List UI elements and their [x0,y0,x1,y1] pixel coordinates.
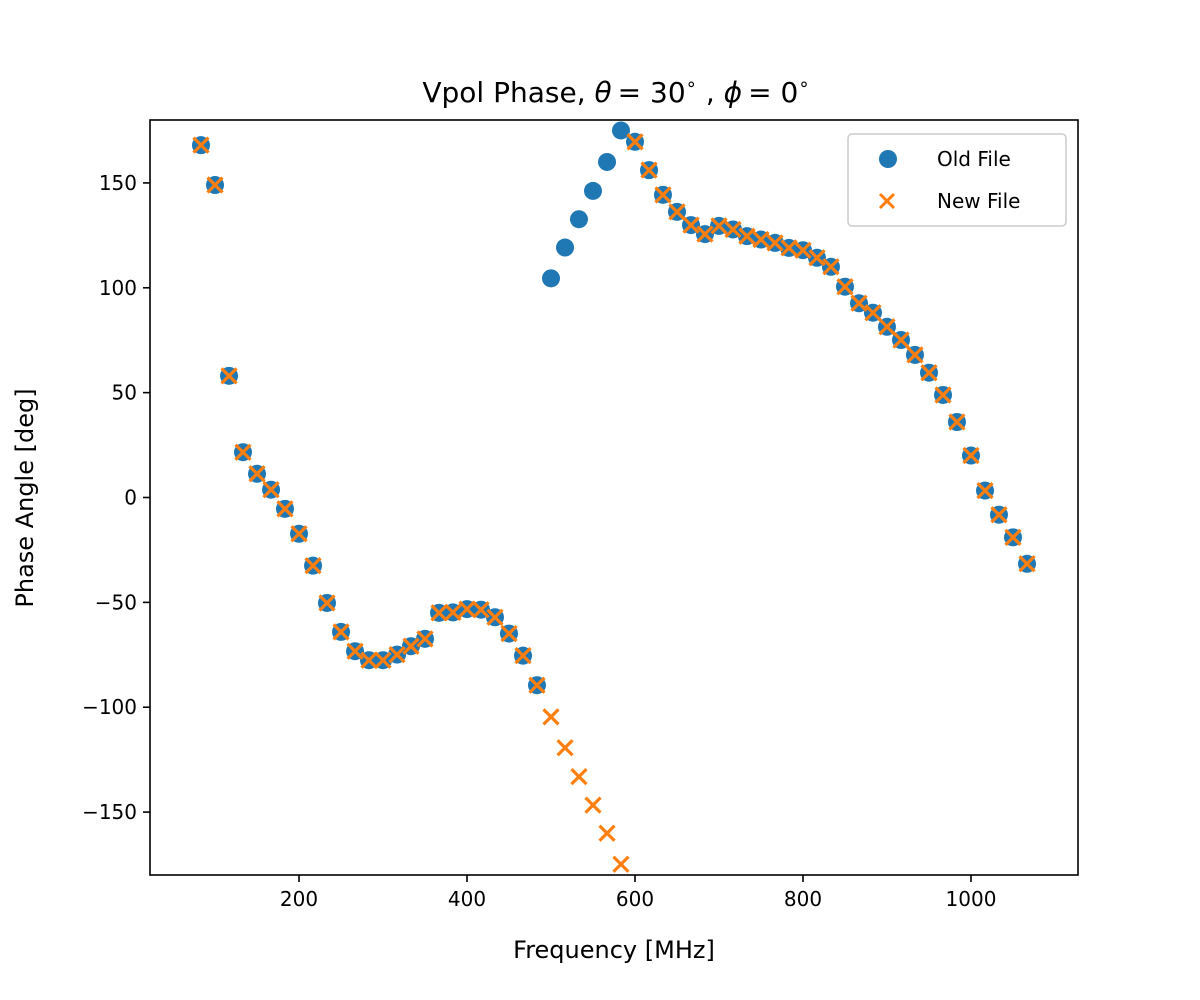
y-axis-label: Phase Angle [deg] [11,388,39,607]
x-tick-label: 600 [616,887,654,911]
old-file-point [611,121,630,140]
new-file-point [290,525,308,543]
new-file-point [402,637,420,655]
new-file-point [934,386,952,404]
legend-new-file-label: New File [937,189,1020,213]
new-file-point [458,600,476,618]
old-file-point [598,152,617,171]
y-axis-ticks: 150 100 50 0 −50 −100 −150 [82,171,150,824]
new-file-point [780,239,798,257]
new-file-point [1018,555,1036,573]
legend-old-file-marker [879,150,897,168]
new-file-point [850,294,868,312]
y-tick-label: −150 [82,800,137,824]
new-file-point [472,601,490,619]
y-tick-label: −50 [95,590,137,614]
y-tick-label: 150 [99,171,137,195]
new-file-point [962,446,980,465]
new-file-point [220,367,238,385]
new-file-point [444,603,462,622]
new-file-point [696,225,714,243]
new-file-point [346,642,364,660]
new-file-point [262,481,280,499]
new-file-point [794,241,812,259]
new-file-point [976,481,994,500]
plot-frame [149,119,1079,876]
new-file-point [682,216,700,234]
new-file-point [990,506,1008,524]
new-file-point [570,768,588,786]
new-file-point [248,465,266,483]
new-file-point [360,651,378,669]
new-file-point [584,796,602,814]
new-file-point [906,346,924,364]
new-file-point [654,186,672,204]
new-file-point [808,249,826,267]
new-file-point [1004,528,1022,546]
new-file-point [612,855,630,873]
data-points [191,121,1037,873]
new-file-point [920,364,938,382]
x-tick-label: 400 [448,887,486,911]
new-file-point [724,220,742,239]
new-file-point [556,739,574,757]
x-tick-label: 200 [280,887,318,911]
new-file-point [318,594,336,612]
new-file-point [332,623,350,641]
legend: Old File New File [847,133,1067,227]
old-file-point [584,181,603,200]
new-file-point [598,824,616,842]
legend-new-file-marker [878,192,896,210]
new-file-point [626,133,644,151]
new-file-point [822,258,840,276]
chart-title: Vpol Phase, θ = 30∘ , ϕ = 0∘ [422,74,809,109]
new-file-point [514,646,532,665]
new-file-point [892,331,910,349]
new-file-point [206,176,224,194]
new-file-point [234,443,252,461]
new-file-point [710,217,728,235]
x-tick-label: 1000 [946,887,997,911]
new-file-point [878,318,896,336]
old-file-point [556,238,575,257]
new-file-point [948,413,966,431]
old-file-point [569,210,588,229]
new-file-point [864,304,882,322]
new-file-point [430,604,448,622]
new-file-point [486,608,504,626]
new-file-point [738,227,756,245]
legend-old-file-label: Old File [937,147,1011,171]
new-file-point [668,203,686,221]
y-tick-label: 50 [112,381,137,405]
new-file-point [766,234,784,252]
y-tick-label: −100 [82,695,137,719]
plot-area [150,120,1078,875]
new-file-point [836,278,854,296]
new-file-point [640,161,658,179]
x-axis-label: Frequency [MHz] [513,936,715,964]
new-file-point [276,500,294,518]
new-file-point [752,230,770,249]
x-tick-label: 800 [784,887,822,911]
y-tick-label: 100 [99,276,137,300]
new-file-point [388,645,406,664]
new-file-point [542,708,560,726]
x-axis-ticks: 200 400 600 800 1000 [280,875,997,911]
new-file-point [528,676,546,694]
new-file-point [374,651,392,669]
new-file-point [304,557,322,575]
new-file-point [500,624,518,643]
new-file-point [192,136,210,154]
y-tick-label: 0 [124,486,137,510]
old-file-point [542,269,561,288]
new-file-point [416,630,434,648]
legend-box [847,133,1067,227]
